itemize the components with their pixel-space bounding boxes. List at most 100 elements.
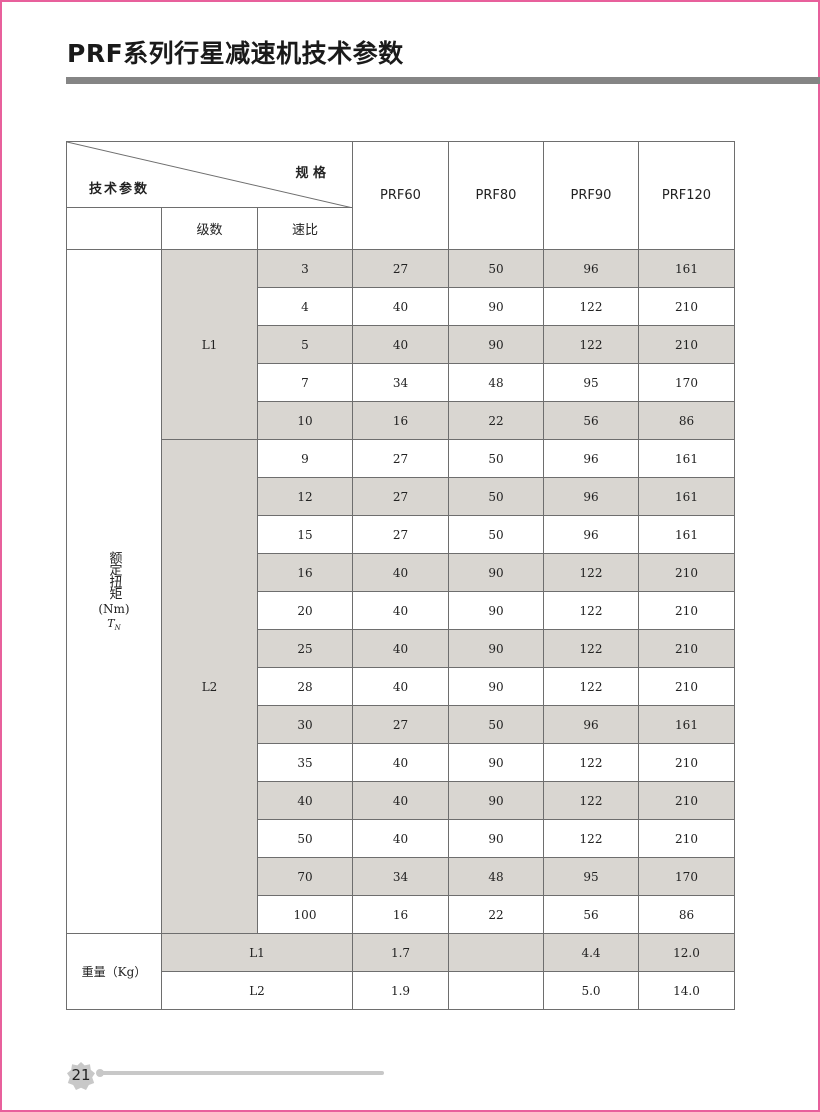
table-row: 额定扭矩 (Nm) TN L1 3 27 50 96 161 xyxy=(66,249,735,934)
table-row: 35 40 90 122 210 xyxy=(67,743,735,782)
torque-value-cell: 170 xyxy=(638,363,735,402)
torque-value-cell: 122 xyxy=(543,287,639,326)
torque-value-cell: 210 xyxy=(638,325,735,364)
table-row: 20 40 90 122 210 xyxy=(67,591,735,630)
torque-value-cell: 96 xyxy=(543,477,639,516)
torque-value-cell: 161 xyxy=(638,705,735,744)
model-header: PRF120 xyxy=(638,141,735,250)
torque-value-cell: 22 xyxy=(448,895,544,934)
torque-value-cell: 27 xyxy=(352,477,449,516)
torque-value-cell: 90 xyxy=(448,325,544,364)
torque-value-cell: 27 xyxy=(352,249,449,288)
torque-value-cell: 96 xyxy=(543,515,639,554)
empty-header-cell xyxy=(66,207,162,250)
torque-value-cell: 96 xyxy=(543,439,639,478)
torque-value-cell: 122 xyxy=(543,553,639,592)
weight-label: 重量（Kg） xyxy=(66,933,162,1010)
ratio-cell: 15 xyxy=(257,515,353,554)
title-underline xyxy=(66,77,820,84)
table-row: 25 40 90 122 210 xyxy=(67,629,735,668)
torque-value-cell: 210 xyxy=(638,781,735,820)
torque-value-cell: 95 xyxy=(543,363,639,402)
torque-value-cell: 90 xyxy=(448,819,544,858)
torque-value-cell: 96 xyxy=(543,705,639,744)
torque-value-cell: 161 xyxy=(638,439,735,478)
torque-value-cell: 56 xyxy=(543,895,639,934)
weight-value-cell: 1.7 xyxy=(352,933,449,972)
torque-value-cell: 122 xyxy=(543,781,639,820)
torque-value-cell: 122 xyxy=(543,819,639,858)
torque-value-cell: 34 xyxy=(352,363,449,402)
table-row: 40 40 90 122 210 xyxy=(67,781,735,820)
torque-value-cell: 40 xyxy=(352,819,449,858)
stage-cell: L1 xyxy=(161,249,258,440)
ratio-cell: 50 xyxy=(257,819,353,858)
torque-value-cell: 27 xyxy=(352,705,449,744)
table-row: 15 27 50 96 161 xyxy=(67,515,735,554)
torque-symbol-sub: N xyxy=(114,624,121,633)
torque-value-cell: 210 xyxy=(638,819,735,858)
torque-value-cell: 161 xyxy=(638,249,735,288)
ratio-cell: 4 xyxy=(257,287,353,326)
torque-value-cell: 90 xyxy=(448,781,544,820)
torque-value-cell: 90 xyxy=(448,553,544,592)
ratio-cell: 30 xyxy=(257,705,353,744)
weight-row: 重量（Kg） L1 1.7 4.4 12.0 xyxy=(66,933,735,1010)
torque-value-cell: 34 xyxy=(352,857,449,896)
ratio-cell: 7 xyxy=(257,363,353,402)
torque-value-cell: 40 xyxy=(352,781,449,820)
weight-stage-cell: L2 xyxy=(161,971,353,1010)
table-row: 16 40 90 122 210 xyxy=(67,553,735,592)
torque-value-cell: 50 xyxy=(448,249,544,288)
torque-value-cell: 210 xyxy=(638,553,735,592)
footer-line xyxy=(99,1071,384,1075)
torque-value-cell: 170 xyxy=(638,857,735,896)
weight-value-cell: 5.0 xyxy=(543,971,639,1010)
torque-label-cell: 额定扭矩 (Nm) TN xyxy=(66,249,162,934)
torque-value-cell: 27 xyxy=(352,439,449,478)
torque-value-cell: 40 xyxy=(352,325,449,364)
page-number: 21 xyxy=(71,1066,91,1084)
torque-value-cell: 48 xyxy=(448,857,544,896)
ratio-cell: 10 xyxy=(257,401,353,440)
table-row: 28 40 90 122 210 xyxy=(67,667,735,706)
ratio-cell: 40 xyxy=(257,781,353,820)
ratio-cell: 16 xyxy=(257,553,353,592)
torque-value-cell: 161 xyxy=(638,477,735,516)
torque-value-cell: 90 xyxy=(448,287,544,326)
torque-value-cell: 210 xyxy=(638,591,735,630)
torque-value-cell: 16 xyxy=(352,401,449,440)
torque-value-cell: 122 xyxy=(543,743,639,782)
table-row: L2 9 27 50 96 161 xyxy=(67,439,735,934)
diagonal-line xyxy=(67,142,353,208)
torque-value-cell: 50 xyxy=(448,705,544,744)
ratio-cell: 12 xyxy=(257,477,353,516)
ratio-cell: 9 xyxy=(257,439,353,478)
weight-value-cell: 12.0 xyxy=(638,933,735,972)
torque-value-cell: 122 xyxy=(543,629,639,668)
torque-value-cell: 40 xyxy=(352,667,449,706)
ratio-cell: 28 xyxy=(257,667,353,706)
torque-value-cell: 86 xyxy=(638,895,735,934)
torque-value-cell: 22 xyxy=(448,401,544,440)
torque-value-cell: 122 xyxy=(543,667,639,706)
ratio-header: 速比 xyxy=(257,207,353,250)
torque-unit: (Nm) xyxy=(98,601,130,616)
torque-value-cell: 86 xyxy=(638,401,735,440)
torque-value-cell: 95 xyxy=(543,857,639,896)
torque-value-cell: 40 xyxy=(352,591,449,630)
weight-value-cell: 1.9 xyxy=(352,971,449,1010)
table-row: 10 16 22 56 86 xyxy=(67,401,735,440)
torque-value-cell: 122 xyxy=(543,325,639,364)
stage-cell: L2 xyxy=(161,439,258,934)
torque-value-cell: 90 xyxy=(448,743,544,782)
torque-value-cell: 50 xyxy=(448,439,544,478)
torque-value-cell: 50 xyxy=(448,477,544,516)
table-row: 70 34 48 95 170 xyxy=(67,857,735,896)
torque-value-cell: 210 xyxy=(638,287,735,326)
torque-value-cell: 56 xyxy=(543,401,639,440)
ratio-cell: 5 xyxy=(257,325,353,364)
table-row: 50 40 90 122 210 xyxy=(67,819,735,858)
model-header: PRF90 xyxy=(543,141,639,250)
torque-value-cell: 50 xyxy=(448,515,544,554)
